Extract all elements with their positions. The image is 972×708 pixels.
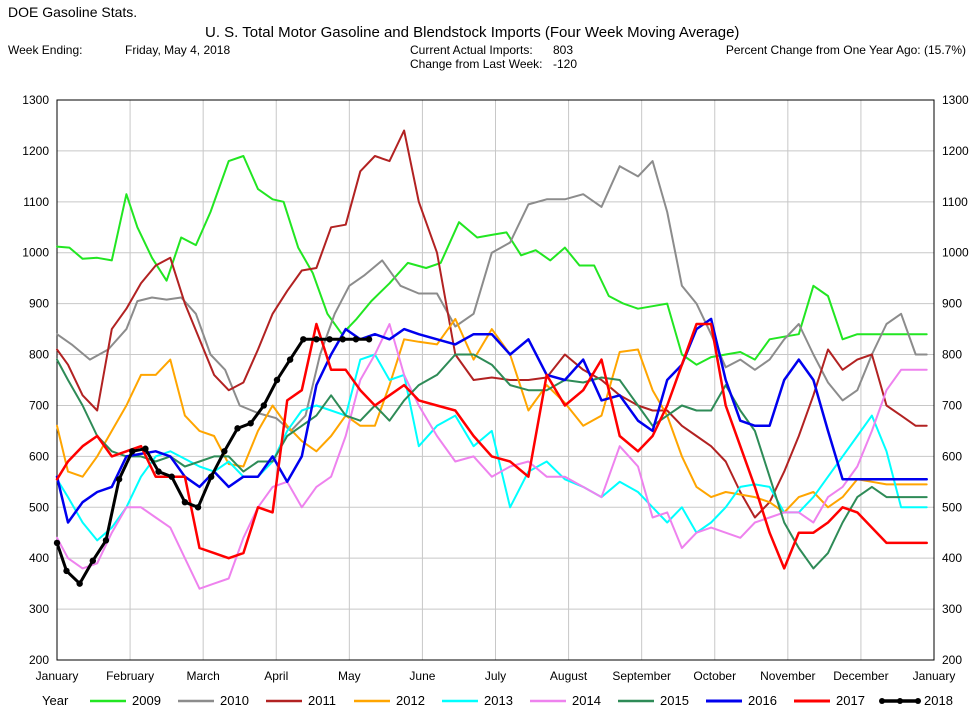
week-ending-value: Friday, May 4, 2018 xyxy=(125,43,231,57)
series-line-2014 xyxy=(56,323,928,590)
legend-label-2016: 2016 xyxy=(748,693,777,708)
legend-label-2009: 2009 xyxy=(132,693,161,708)
y-tick-label-left: 1100 xyxy=(23,195,49,209)
legend-marker-2018 xyxy=(879,698,885,704)
series-layer xyxy=(53,129,928,590)
data-point-2018 xyxy=(63,567,70,575)
y-tick-label-right: 900 xyxy=(942,297,962,311)
y-tick-label-right: 700 xyxy=(942,398,962,412)
data-point-2018 xyxy=(89,557,97,564)
data-point-2018 xyxy=(300,336,307,343)
x-tick-label: April xyxy=(264,669,288,683)
y-tick-label-right: 1300 xyxy=(942,93,969,107)
data-point-2018 xyxy=(260,402,268,409)
y-tick-label-right: 500 xyxy=(942,500,962,514)
data-point-2018 xyxy=(102,537,110,544)
x-tick-label: February xyxy=(106,669,154,683)
chart-grid xyxy=(56,99,935,661)
x-tick-label: July xyxy=(485,669,506,683)
y-tick-label-right: 1200 xyxy=(942,144,969,158)
y-tick-label-left: 1300 xyxy=(22,93,49,107)
chart-legend: Year 2009 2010 2011 2012 2013 2014 2015 2016 2017… xyxy=(42,693,953,708)
data-point-2018 xyxy=(208,473,215,480)
data-point-2018 xyxy=(129,448,136,455)
series-line-2015 xyxy=(56,353,928,570)
y-tick-label-left: 400 xyxy=(29,551,49,565)
x-tick-label: January xyxy=(913,669,956,683)
legend-label-2013: 2013 xyxy=(484,693,513,708)
legend-marker-2018 xyxy=(897,698,903,704)
x-tick-label: October xyxy=(693,669,736,683)
y-tick-label-left: 700 xyxy=(29,398,49,412)
data-point-2018 xyxy=(155,468,162,475)
series-line-2017 xyxy=(55,322,928,570)
x-tick-label: March xyxy=(186,669,219,683)
x-tick-label: September xyxy=(612,669,671,683)
series-line-2010 xyxy=(56,160,928,432)
x-tick-label: January xyxy=(36,669,79,683)
series-line-2012 xyxy=(56,317,928,514)
y-tick-label-left: 800 xyxy=(29,348,49,362)
data-point-2018 xyxy=(53,539,61,547)
y-tick-label-left: 500 xyxy=(29,500,49,514)
data-point-2018 xyxy=(142,445,149,452)
data-point-2018 xyxy=(352,336,360,343)
data-point-2018 xyxy=(234,425,241,432)
data-point-2018 xyxy=(326,336,333,343)
series-line-2016 xyxy=(55,317,928,524)
y-tick-label-right: 600 xyxy=(942,449,962,463)
y-tick-label-right: 1000 xyxy=(942,246,969,260)
app-title: DOE Gasoline Stats. xyxy=(8,4,138,20)
change-last-week-value: -120 xyxy=(553,57,578,71)
data-point-2018 xyxy=(273,376,281,384)
data-point-2018 xyxy=(339,336,346,343)
x-tick-label: August xyxy=(550,669,588,683)
x-tick-label: November xyxy=(760,669,815,683)
data-point-2018 xyxy=(181,498,189,506)
y-tick-label-right: 200 xyxy=(942,653,962,667)
y-tick-label-left: 1200 xyxy=(22,144,49,158)
data-point-2018 xyxy=(247,420,254,427)
data-point-2018 xyxy=(194,504,202,511)
y-tick-label-right: 800 xyxy=(942,348,962,362)
x-tick-label: June xyxy=(409,669,435,683)
percent-change-text: Percent Change from One Year Ago: (15.7%… xyxy=(725,43,966,57)
week-ending-label: Week Ending: xyxy=(8,43,83,57)
data-point-2018 xyxy=(286,356,294,363)
data-point-2018 xyxy=(76,580,83,587)
data-point-2018 xyxy=(168,473,175,480)
data-point-2018 xyxy=(115,476,123,483)
x-tick-label: December xyxy=(833,669,888,683)
series-line-2011 xyxy=(56,129,928,519)
x-tick-label: May xyxy=(338,669,361,683)
y-tick-label-left: 1000 xyxy=(22,246,49,260)
legend-marker-2018 xyxy=(915,698,921,704)
y-tick-label-right: 1100 xyxy=(942,195,968,209)
change-last-week-label: Change from Last Week: xyxy=(410,57,543,71)
legend-label-2015: 2015 xyxy=(660,693,689,708)
y-tick-label-right: 400 xyxy=(942,551,962,565)
legend-label-2011: 2011 xyxy=(308,693,336,708)
legend-label-2014: 2014 xyxy=(572,693,601,708)
legend-label-2012: 2012 xyxy=(396,693,425,708)
y-tick-label-left: 600 xyxy=(29,449,49,463)
y-tick-label-left: 300 xyxy=(29,602,49,616)
chart-axes: 200 200 300 300 400 400 500 500 600 600 700 700 800 8… xyxy=(22,93,969,683)
current-imports-value: 803 xyxy=(553,43,574,57)
legend-label-2018: 2018 xyxy=(924,693,953,708)
plot-frame xyxy=(56,99,935,661)
data-point-2018 xyxy=(365,336,373,343)
legend-label-2010: 2010 xyxy=(220,693,249,708)
data-point-2018 xyxy=(221,448,228,455)
legend-label-2017: 2017 xyxy=(836,693,865,708)
legend-title: Year xyxy=(42,693,69,708)
current-imports-label: Current Actual Imports: xyxy=(410,43,533,57)
chart-title: U. S. Total Motor Gasoline and Blendstoc… xyxy=(205,24,740,41)
y-tick-label-right: 300 xyxy=(942,602,962,616)
y-tick-label-left: 200 xyxy=(29,653,49,667)
y-tick-label-left: 900 xyxy=(29,297,49,311)
data-point-2018 xyxy=(313,336,320,343)
